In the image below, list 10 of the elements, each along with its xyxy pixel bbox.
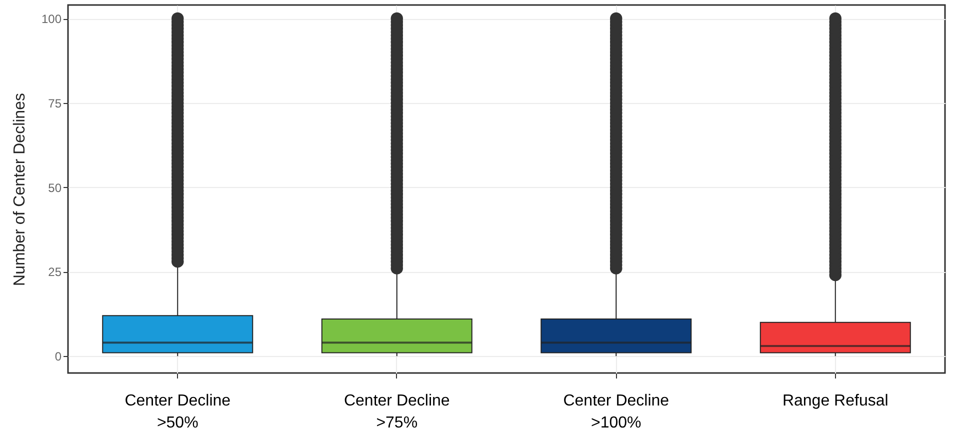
x-tick-label: Range Refusal xyxy=(782,392,888,410)
y-tick-label: 50 xyxy=(48,180,62,195)
x-tick-label: Center Decline >50% xyxy=(124,392,231,432)
y-tick-label: 0 xyxy=(54,350,62,364)
y-tick-label: 75 xyxy=(48,96,62,110)
y-tick-label: 100 xyxy=(41,12,62,26)
y-tick-label: 25 xyxy=(48,265,62,280)
x-tick-label: Center Decline >100% xyxy=(563,392,670,432)
x-tick-label: Center Decline >75% xyxy=(344,392,450,432)
y-axis-title: Number of Center Declines xyxy=(11,93,28,286)
